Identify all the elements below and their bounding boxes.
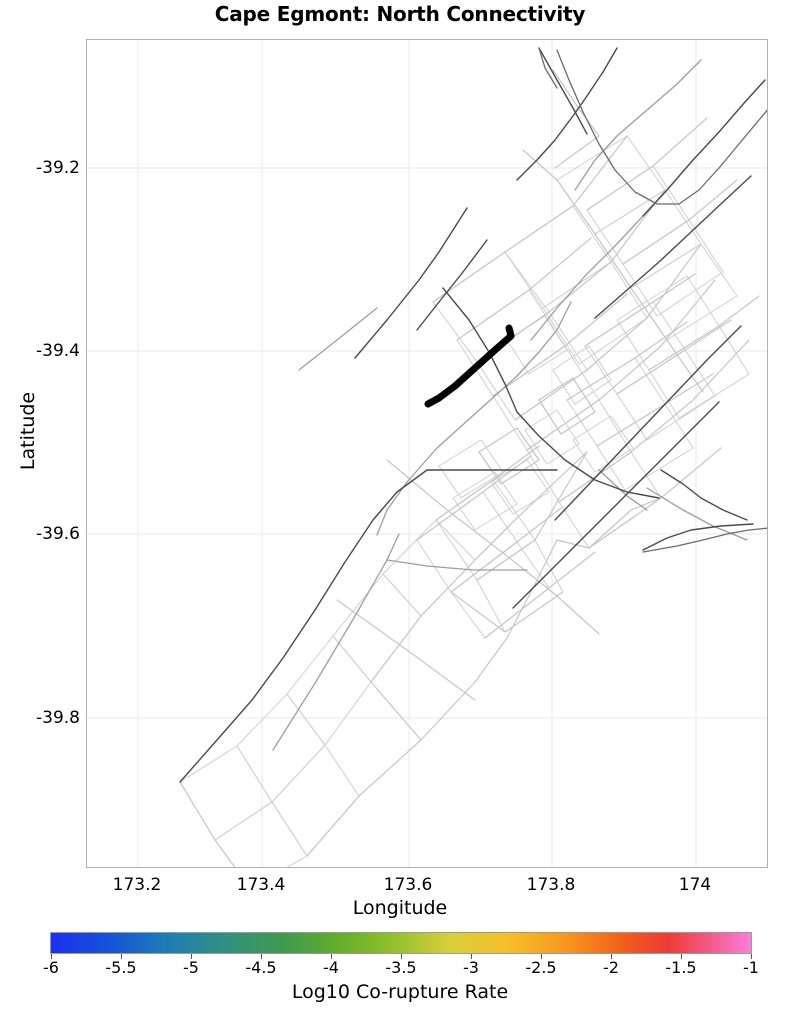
x-tick-4: 174 <box>678 875 712 895</box>
y-tick-2: -39.6 <box>36 524 80 544</box>
y-axis-label: Latitude <box>17 391 39 471</box>
x-axis-label: Longitude <box>352 897 448 919</box>
cb-tickmark-2 <box>191 954 192 959</box>
cb-label-6: -3 <box>463 958 479 977</box>
fault-traces-light <box>179 69 760 867</box>
cb-tickmark-8 <box>611 954 612 959</box>
cb-tickmark-1 <box>121 954 122 959</box>
fault-traces-dark <box>179 47 766 783</box>
x-tick-1: 173.4 <box>236 875 286 895</box>
x-tick-0: 173.2 <box>112 875 162 895</box>
fault-map-svg <box>87 40 767 867</box>
coastline-trace <box>538 47 767 553</box>
cb-label-1: -5.5 <box>105 958 137 977</box>
cb-tickmark-6 <box>471 954 472 959</box>
x-tick-2: 173.6 <box>383 875 433 895</box>
colorbar-gradient[interactable] <box>50 932 752 954</box>
x-tick-3: 173.8 <box>526 875 576 895</box>
cb-label-3: -4.5 <box>245 958 277 977</box>
y-tick-3: -39.8 <box>36 708 80 728</box>
cb-label-5: -3.5 <box>385 958 417 977</box>
y-tick-1: -39.4 <box>36 341 80 361</box>
cb-tickmark-4 <box>331 954 332 959</box>
grid-lines <box>87 40 767 867</box>
cb-label-8: -2 <box>603 958 619 977</box>
colorbar-title: Log10 Co-rupture Rate <box>291 981 509 1003</box>
cb-tickmark-0 <box>51 954 52 959</box>
cb-tickmark-9 <box>681 954 682 959</box>
source-fault-highlight[interactable] <box>424 324 515 408</box>
cb-label-4: -4 <box>323 958 339 977</box>
cb-label-10: -1 <box>743 958 759 977</box>
cb-label-2: -5 <box>183 958 199 977</box>
cb-label-7: -2.5 <box>525 958 557 977</box>
cb-label-9: -1.5 <box>665 958 697 977</box>
cb-tickmark-3 <box>261 954 262 959</box>
map-plot-area[interactable] <box>86 39 768 868</box>
cb-tickmark-5 <box>401 954 402 959</box>
y-tick-0: -39.2 <box>36 158 80 178</box>
cb-tickmark-10 <box>751 954 752 959</box>
page-title: Cape Egmont: North Connectivity <box>214 2 586 26</box>
cb-tickmark-7 <box>541 954 542 959</box>
cb-label-0: -6 <box>43 958 59 977</box>
